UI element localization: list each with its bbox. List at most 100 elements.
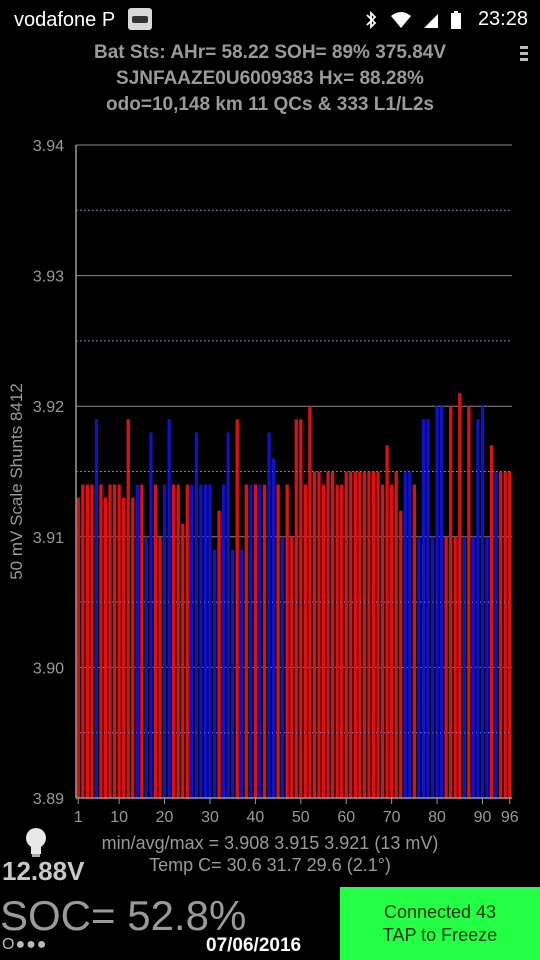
bar-cell-15 <box>140 484 144 798</box>
bar-cell-96 <box>508 471 512 798</box>
bar-cell-91 <box>485 536 489 798</box>
bar-cell-47 <box>285 484 289 798</box>
bar-cell-78 <box>426 419 430 798</box>
bar-cell-46 <box>281 536 285 798</box>
bluetooth-icon <box>366 10 377 29</box>
signal-icon <box>423 13 438 28</box>
bar-cell-63 <box>358 471 362 798</box>
battery-icon <box>450 10 461 29</box>
y-tick-label: 3.90 <box>33 660 64 677</box>
bar-cell-93 <box>494 471 498 798</box>
bar-cell-26 <box>190 484 194 798</box>
bar-cell-41 <box>258 484 262 798</box>
wifi-icon <box>390 11 411 28</box>
x-tick-label: 40 <box>246 809 264 826</box>
bar-cell-81 <box>439 406 444 798</box>
bar-cell-45 <box>276 484 280 798</box>
bar-cell-18 <box>153 484 158 798</box>
bar-cell-62 <box>353 471 357 798</box>
12v-battery-voltage: 12.88V <box>2 856 85 886</box>
overflow-menu-icon[interactable] <box>520 46 528 64</box>
bar-cell-2 <box>81 484 85 798</box>
bar-cell-80 <box>435 406 439 798</box>
y-tick-label: 3.94 <box>33 138 64 155</box>
bar-cell-71 <box>394 471 398 798</box>
lightbulb-icon[interactable] <box>22 826 50 860</box>
bar-cell-6 <box>99 484 103 798</box>
x-tick-label: 30 <box>201 809 219 826</box>
bar-cell-59 <box>340 484 344 798</box>
bar-cell-73 <box>403 471 407 798</box>
y-tick-label: 3.89 <box>33 791 64 808</box>
bar-cell-16 <box>144 536 149 798</box>
bar-cell-40 <box>253 484 258 798</box>
bar-cell-30 <box>208 484 212 798</box>
x-tick-label: 96 <box>501 809 519 826</box>
bar-cell-75 <box>412 484 416 798</box>
bar-cell-60 <box>344 471 348 798</box>
bar-cell-37 <box>240 549 244 798</box>
bar-cell-76 <box>417 536 421 798</box>
bar-cell-85 <box>458 393 462 798</box>
bar-cell-94 <box>499 471 503 798</box>
bar-cell-14 <box>135 484 139 798</box>
bar-cell-50 <box>299 419 303 798</box>
bar-cell-49 <box>294 419 298 798</box>
bar-cell-43 <box>267 432 271 798</box>
voltage-stats: min/avg/max = 3.908 3.915 3.921 (13 mV) <box>101 833 439 853</box>
bar-cell-67 <box>376 471 380 798</box>
bar-cell-33 <box>221 484 226 798</box>
bar-cell-64 <box>362 471 367 798</box>
y-tick-label: 3.93 <box>33 269 64 286</box>
bar-cell-38 <box>244 484 248 798</box>
x-tick-label: 10 <box>110 809 128 826</box>
cell-voltage-chart: 3.94 3.93 3.92 3.91 3.90 3.89 1 10 20 30 40 50 60 70 8… <box>7 138 519 826</box>
battery-status-line: Bat Sts: AHr= 58.22 SOH= 89% 375.84V <box>93 42 447 63</box>
bar-cell-7 <box>103 497 108 798</box>
bar-cell-1 <box>76 497 80 798</box>
bar-cell-66 <box>371 471 376 798</box>
x-tick-label: 60 <box>337 809 355 826</box>
bar-cell-53 <box>312 471 317 798</box>
carrier-name: vodafone P <box>14 9 116 31</box>
bar-cell-48 <box>290 536 294 798</box>
bar-cell-95 <box>503 471 507 798</box>
date-label: 07/06/2016 <box>206 935 302 956</box>
x-tick-label: 50 <box>292 809 310 826</box>
bar-cell-54 <box>317 471 321 798</box>
freeze-hint: TAP to Freeze <box>382 925 498 945</box>
bar-cell-5 <box>94 419 99 798</box>
y-tick-label: 3.92 <box>33 399 64 416</box>
bar-cell-68 <box>380 484 385 798</box>
temperature-stats: Temp C= 30.6 31.7 29.6 (2.1°) <box>149 855 391 875</box>
bar-cell-70 <box>390 484 394 798</box>
bar-cell-11 <box>122 497 126 798</box>
bar-cell-32 <box>217 510 221 798</box>
connection-freeze-button[interactable]: Connected 43 TAP to Freeze <box>340 887 540 960</box>
bar-cell-22 <box>172 484 176 798</box>
bar-cell-74 <box>408 471 412 798</box>
status-bar: vodafone P 23:28 <box>0 0 540 40</box>
bar-cell-31 <box>212 549 217 798</box>
bar-cell-28 <box>199 484 203 798</box>
bar-cell-52 <box>308 406 312 798</box>
bar-cell-25 <box>185 484 189 798</box>
bar-cell-17 <box>149 432 153 798</box>
bar-cell-29 <box>203 484 208 798</box>
bar-cell-83 <box>449 406 453 798</box>
bar-cell-92 <box>489 445 494 798</box>
bar-cell-44 <box>271 458 276 798</box>
x-tick-label: 80 <box>428 809 446 826</box>
y-axis-label: 50 mV Scale Shunts 8412 <box>7 383 26 580</box>
page-indicator: O●●● <box>2 936 48 953</box>
bar-cell-57 <box>330 471 335 798</box>
bar-cell-12 <box>126 419 130 798</box>
bar-cell-61 <box>349 471 353 798</box>
status-icons: 23:28 <box>362 8 528 31</box>
y-tick-label: 3.91 <box>33 530 64 547</box>
state-of-charge: SOC= 52.8% <box>0 892 247 939</box>
bar-cell-13 <box>131 497 135 798</box>
bar-cell-10 <box>117 484 121 798</box>
bar-cell-69 <box>385 445 389 798</box>
bar-cell-42 <box>262 484 267 798</box>
